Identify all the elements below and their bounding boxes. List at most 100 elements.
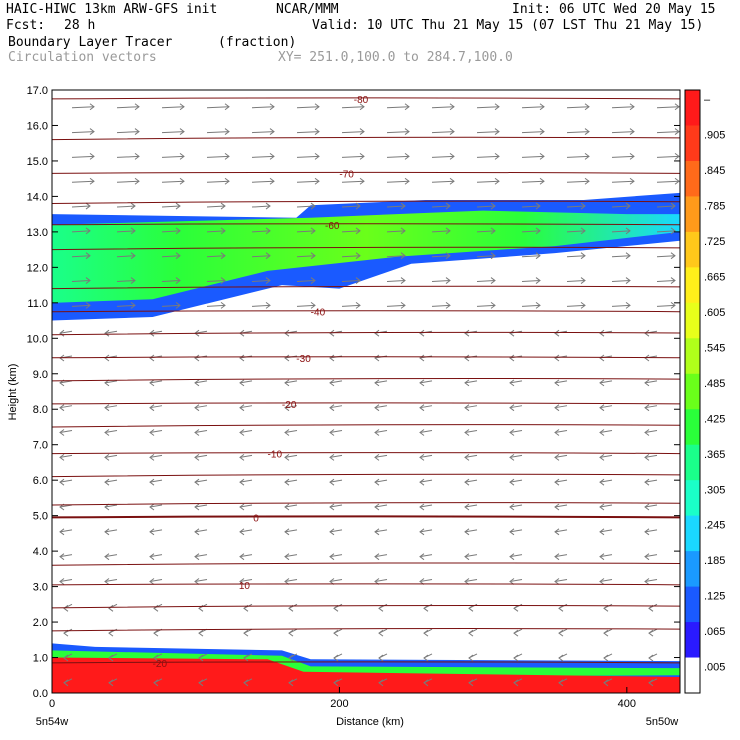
colorbar-swatch: [685, 196, 700, 233]
circulation-vector: [104, 430, 118, 434]
circulation-vector-head: [513, 654, 519, 662]
circulation-vector-head: [423, 604, 429, 612]
circulation-vector: [521, 304, 541, 307]
circulation-vector: [284, 479, 298, 483]
circulation-vector-head: [554, 354, 560, 362]
circulation-vector-head: [85, 202, 91, 210]
circulation-vector: [374, 454, 388, 458]
circulation-vector-head: [539, 152, 545, 160]
circulation-vector-head: [509, 379, 515, 387]
circulation-vector: [611, 255, 631, 258]
circulation-vector: [104, 454, 118, 458]
circulation-vector-head: [104, 478, 110, 486]
circulation-vector: [296, 155, 320, 158]
circulation-vector: [386, 180, 410, 183]
circulation-vector-head: [509, 429, 515, 436]
circulation-vector-head: [104, 429, 110, 436]
circulation-vector-head: [333, 654, 339, 662]
colorbar-swatch: [685, 373, 700, 410]
circulation-vector-head: [239, 354, 245, 362]
circulation-vector: [464, 380, 478, 384]
y-tick-label: 1.0: [33, 653, 48, 665]
boundary-layer-core: [52, 657, 680, 693]
circulation-vector: [386, 131, 410, 134]
circulation-vector-head: [400, 252, 406, 260]
circulation-vector-head: [580, 202, 586, 210]
circulation-vector-head: [554, 503, 560, 511]
circulation-vector: [419, 504, 433, 508]
circulation-vector-head: [468, 604, 474, 612]
circulation-vector-head: [220, 227, 226, 235]
temperature-contour: [51, 628, 681, 632]
circulation-vector: [59, 430, 73, 434]
circulation-vector-head: [670, 202, 676, 210]
circulation-vector: [374, 529, 388, 533]
circulation-vector: [419, 479, 433, 483]
circulation-vector: [239, 405, 253, 409]
circulation-vector-head: [359, 152, 365, 160]
circulation-vector-head: [149, 429, 155, 436]
circulation-vector-head: [239, 429, 245, 436]
circulation-vector-head: [629, 128, 635, 135]
circulation-vector-head: [220, 277, 226, 284]
circulation-vector: [374, 430, 388, 434]
circulation-vector-head: [509, 528, 515, 536]
y-tick-label: 16.0: [27, 120, 48, 132]
temperature-contour: [51, 200, 681, 205]
circulation-vector: [656, 255, 676, 258]
circulation-vector-head: [580, 252, 586, 260]
circulation-vector: [149, 479, 163, 483]
circulation-vector: [251, 155, 275, 158]
temperature-contour: [51, 473, 681, 478]
circulation-vector-head: [269, 152, 275, 160]
circulation-vector: [521, 230, 541, 233]
colorbar-swatch: [685, 338, 700, 375]
circulation-vector: [476, 280, 496, 283]
circulation-vector: [194, 405, 208, 409]
circulation-vector-head: [509, 578, 515, 585]
circulation-vector-head: [419, 478, 425, 486]
circulation-vector: [59, 405, 73, 409]
circulation-vector: [386, 155, 410, 158]
circulation-vector-head: [494, 128, 500, 135]
circulation-vector-head: [599, 578, 605, 585]
temperature-contour: [51, 583, 681, 586]
circulation-vector: [509, 405, 523, 409]
circulation-vector-head: [648, 654, 654, 662]
circulation-vector-head: [464, 503, 470, 511]
circulation-vector-head: [648, 629, 654, 637]
circulation-vector-head: [269, 103, 275, 111]
circulation-vector-head: [220, 252, 226, 260]
x-left-endpoint: 5n54w: [36, 716, 68, 728]
circulation-vector-head: [554, 379, 560, 387]
colorbar-label: .605: [704, 307, 725, 319]
circulation-vector-head: [419, 503, 425, 511]
colorbar-label: .245: [704, 520, 725, 532]
temperature-contour: [51, 515, 681, 519]
circulation-vector-head: [374, 528, 380, 536]
circulation-vector-head: [554, 478, 560, 486]
circulation-vector: [521, 155, 545, 158]
circulation-vector-head: [513, 679, 519, 687]
circulation-vector-head: [153, 654, 159, 662]
circulation-vector: [194, 579, 208, 582]
circulation-vector-head: [629, 103, 635, 111]
circulation-vector-head: [445, 252, 451, 260]
circulation-vector: [644, 430, 658, 434]
circulation-vector-head: [265, 252, 271, 260]
circulation-vector: [419, 380, 433, 384]
circulation-vector: [71, 304, 91, 307]
circulation-vector: [296, 106, 320, 109]
circulation-vector: [149, 430, 163, 434]
circulation-vector: [149, 554, 163, 558]
x-right-endpoint: 5n50w: [646, 716, 678, 728]
circulation-vector-head: [419, 404, 425, 412]
circulation-vector: [161, 230, 181, 233]
circulation-vector-head: [554, 329, 560, 337]
circulation-vector: [431, 205, 451, 208]
circulation-vector-head: [644, 553, 650, 561]
circulation-vector: [284, 554, 298, 558]
circulation-vector: [149, 380, 163, 384]
circulation-vector: [59, 330, 73, 334]
circulation-vector: [341, 106, 365, 109]
